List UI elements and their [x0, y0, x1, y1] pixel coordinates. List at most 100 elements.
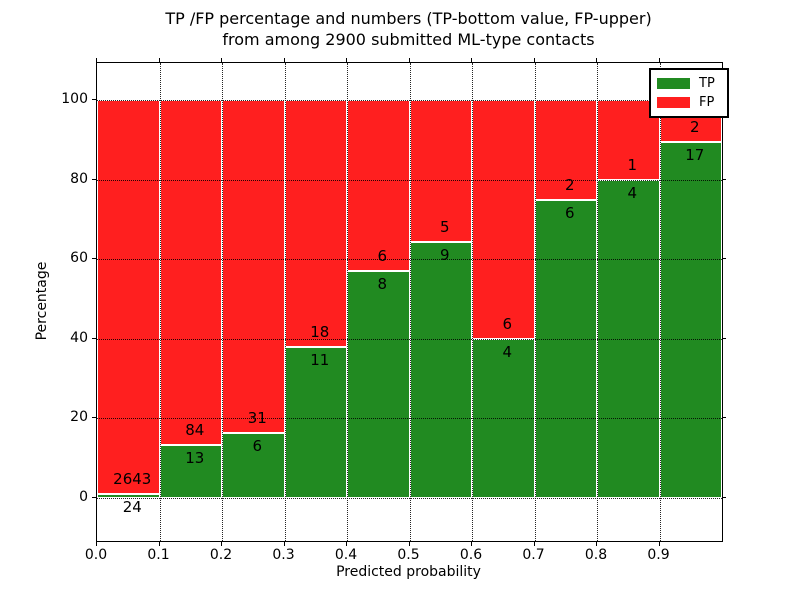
x-tick-bottom: [533, 542, 535, 546]
x-tick-top: [408, 58, 410, 62]
bar-label-tp: 11: [310, 351, 330, 370]
bar-segment-fp: [284, 100, 347, 348]
bar-label-tp: 24: [122, 498, 142, 517]
x-tick-top: [596, 58, 597, 62]
x-tick-top: [658, 58, 660, 62]
bar-label-fp: 2: [564, 175, 575, 194]
x-tick-top: [471, 58, 472, 62]
legend-row-tp: TP: [657, 74, 727, 93]
bar-label-fp: 31: [247, 409, 267, 428]
y-tick-right: [722, 417, 726, 419]
gridline-vertical: [347, 63, 348, 541]
x-tick-top: [158, 58, 160, 62]
bar-label-fp: 5: [439, 218, 450, 237]
bar-segment-fp: [534, 100, 597, 200]
x-tick-label: 0.5: [397, 547, 420, 563]
bar-label-fp: 1: [627, 155, 638, 174]
bar-label-fp: 2: [689, 117, 700, 136]
x-tick-label: 0.2: [209, 547, 233, 563]
y-tick-left: [92, 178, 96, 180]
y-tick-label: 80: [70, 170, 88, 187]
y-tick-label: 100: [61, 91, 88, 107]
bar-label-tp: 13: [185, 448, 205, 467]
bar-segment-tp: [284, 347, 347, 498]
bar-segment-tp: [597, 179, 660, 498]
y-tick-left: [92, 258, 96, 260]
bar-label-tp: 17: [685, 145, 705, 164]
y-tick-label: 20: [70, 409, 88, 426]
x-tick-label: 0.0: [84, 547, 108, 563]
bar-segment-fp: [97, 100, 160, 495]
x-tick-bottom: [471, 542, 472, 546]
x-tick-bottom: [346, 542, 347, 546]
y-tick-label: 0: [79, 489, 88, 505]
bar-label-tp: 8: [377, 274, 388, 293]
bar-segment-tp: [409, 242, 472, 498]
gridline-vertical: [284, 63, 286, 541]
plot-area: TP FP: [96, 62, 729, 542]
x-tick-bottom: [221, 542, 222, 546]
chart-title-line2: from among 2900 submitted ML-type contac…: [222, 30, 595, 49]
legend-swatch-fp-icon: [657, 97, 690, 108]
bar-segment-tp: [534, 199, 597, 498]
y-tick-left: [92, 337, 96, 339]
x-tick-label: 0.4: [334, 547, 358, 563]
bar-label-tp: 4: [502, 342, 513, 361]
chart-title-line1: TP /FP percentage and numbers (TP-bottom…: [165, 9, 652, 28]
x-tick-top: [96, 58, 97, 62]
bar-label-tp: 6: [564, 203, 575, 222]
bar-segment-tp: [222, 433, 285, 498]
x-tick-bottom: [283, 542, 285, 546]
legend: TP FP: [649, 68, 729, 118]
gridline-vertical: [534, 63, 536, 541]
x-tick-top: [221, 58, 222, 62]
bar-label-tp: 4: [627, 183, 638, 202]
y-tick-left: [92, 417, 96, 419]
bar-label-tp: 6: [252, 437, 263, 456]
y-tick-label: 60: [70, 250, 88, 267]
x-tick-bottom: [158, 542, 160, 546]
x-tick-bottom: [408, 542, 410, 546]
gridline-vertical: [159, 63, 161, 541]
x-tick-bottom: [96, 542, 97, 546]
x-tick-label: 0.6: [459, 547, 483, 563]
x-tick-label: 0.3: [272, 547, 295, 563]
x-tick-bottom: [596, 542, 597, 546]
y-axis-label: Percentage: [34, 261, 50, 341]
x-tick-top: [283, 58, 285, 62]
x-tick-label: 0.7: [522, 547, 545, 563]
bar-segment-fp: [409, 100, 472, 243]
bar-segment-tp: [347, 270, 410, 498]
legend-label-tp: TP: [699, 76, 715, 91]
y-tick-right: [722, 258, 726, 260]
bar-label-fp: 18: [310, 323, 330, 342]
gridline-vertical: [659, 63, 661, 541]
legend-row-fp: FP: [657, 93, 727, 112]
legend-label-fp: FP: [699, 95, 715, 110]
bar-label-fp: 6: [502, 314, 513, 333]
y-tick-right: [722, 337, 726, 339]
bar-label-fp: 2643: [113, 470, 152, 489]
x-tick-label: 0.8: [584, 547, 608, 563]
bar-label-fp: 6: [377, 246, 388, 265]
y-tick-left: [92, 99, 96, 100]
bar-label-fp: 84: [185, 420, 205, 439]
bar-label-tp: 9: [439, 246, 450, 265]
bar-segment-tp: [659, 141, 722, 498]
bar-segment-tp: [97, 494, 160, 498]
gridline-vertical: [472, 63, 473, 541]
bar-segment-fp: [159, 100, 222, 445]
y-tick-right: [722, 497, 726, 498]
x-axis-label: Predicted probability: [336, 564, 481, 580]
x-tick-label: 0.1: [147, 547, 170, 563]
y-tick-right: [722, 178, 726, 180]
x-tick-bottom: [658, 542, 660, 546]
y-tick-left: [92, 497, 96, 498]
chart-title: TP /FP percentage and numbers (TP-bottom…: [96, 8, 721, 50]
bar-segment-fp: [347, 100, 410, 271]
x-tick-label: 0.9: [647, 547, 670, 563]
x-tick-top: [533, 58, 535, 62]
bar-segment-fp: [222, 100, 285, 434]
gridline-vertical: [222, 63, 223, 541]
